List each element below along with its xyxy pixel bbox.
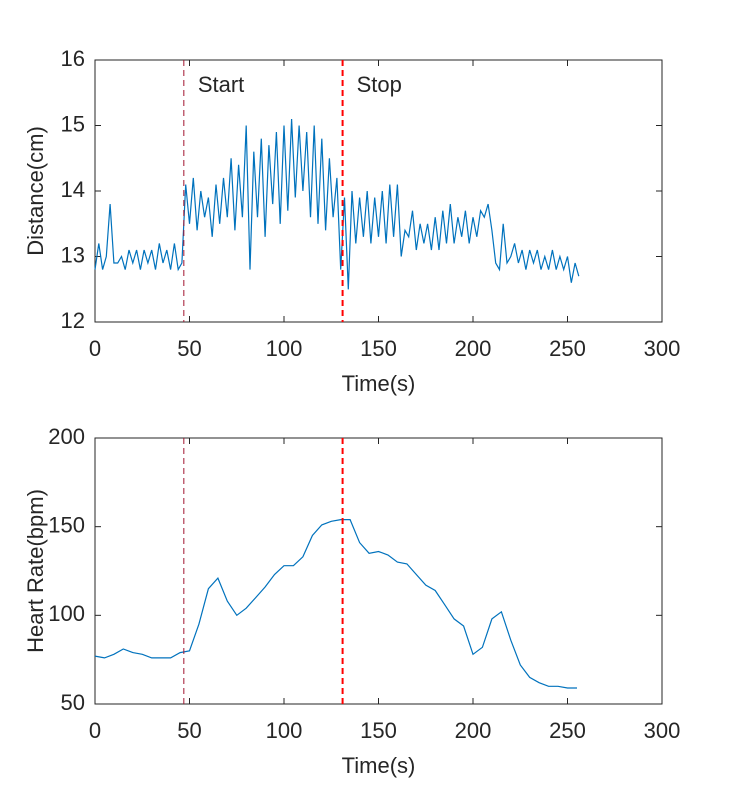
x-tick-label: 250 xyxy=(549,336,586,361)
y-tick-label: 200 xyxy=(48,424,85,449)
plot-area xyxy=(94,59,663,323)
x-tick-label: 50 xyxy=(177,336,201,361)
y-tick-label: 16 xyxy=(61,46,85,71)
line-series xyxy=(94,519,577,689)
x-tick-label: 300 xyxy=(644,336,681,361)
annotation: Stop xyxy=(357,72,402,97)
y-tick-label: 12 xyxy=(61,308,85,333)
y-tick-label: 15 xyxy=(61,111,85,136)
y-tick-label: 100 xyxy=(48,601,85,626)
y-axis-label: Distance(cm) xyxy=(23,126,48,256)
x-tick-label: 300 xyxy=(644,718,681,743)
y-tick-label: 50 xyxy=(61,690,85,715)
y-axis-label: Heart Rate(bpm) xyxy=(23,489,48,653)
x-tick-label: 150 xyxy=(360,718,397,743)
y-tick-label: 14 xyxy=(61,177,85,202)
x-tick-label: 0 xyxy=(89,718,101,743)
x-tick-label: 250 xyxy=(549,718,586,743)
x-tick-label: 200 xyxy=(455,718,492,743)
x-tick-label: 50 xyxy=(177,718,201,743)
x-tick-label: 100 xyxy=(266,336,303,361)
plot-area xyxy=(94,437,663,705)
x-tick-label: 200 xyxy=(455,336,492,361)
x-axis-label: Time(s) xyxy=(342,753,416,778)
x-tick-label: 100 xyxy=(266,718,303,743)
x-axis-label: Time(s) xyxy=(342,371,416,396)
x-tick-label: 150 xyxy=(360,336,397,361)
x-tick-label: 0 xyxy=(89,336,101,361)
annotation: Start xyxy=(198,72,244,97)
line-series xyxy=(94,118,580,290)
y-tick-label: 13 xyxy=(61,242,85,267)
y-tick-label: 150 xyxy=(48,512,85,537)
